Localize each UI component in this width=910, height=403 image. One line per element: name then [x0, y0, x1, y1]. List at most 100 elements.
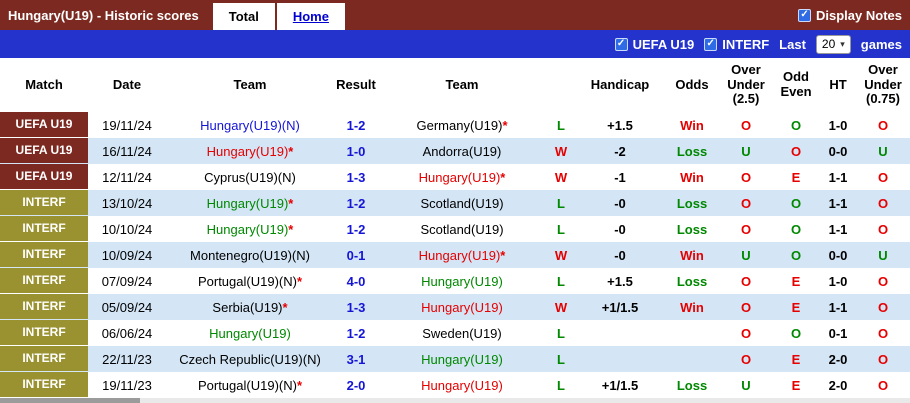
home-team-star: *: [288, 195, 294, 211]
away-team-cell: Hungary(U19)*: [378, 164, 546, 190]
handicap-result: Loss: [676, 195, 708, 211]
league-badge: UEFA U19: [0, 112, 88, 137]
half-time-score: 1-1: [828, 299, 848, 315]
home-team-cell: Hungary(U19)*: [166, 138, 334, 164]
games-count-select[interactable]: 20 ▾: [815, 34, 851, 54]
handicap-value: +1/1.5: [601, 377, 639, 393]
home-team: Portugal(U19)(N): [197, 377, 297, 393]
home-team: Montenegro(U19)(N): [190, 247, 310, 263]
horizontal-scrollbar[interactable]: [0, 398, 910, 403]
away-team-cell: Sweden(U19): [378, 320, 546, 346]
match-date: 06/06/24: [101, 325, 153, 341]
over-under-25: U: [741, 143, 751, 159]
home-team-cell: Hungary(U19): [166, 320, 334, 346]
match-date: 12/11/24: [102, 169, 152, 185]
away-team-cell: Hungary(U19): [378, 294, 546, 320]
col-header-odd-even: Odd Even: [772, 58, 820, 112]
tab-home[interactable]: Home: [276, 3, 345, 30]
over-under-25: O: [740, 221, 752, 237]
handicap-value: +1/1.5: [601, 299, 639, 315]
uefa-u19-checkbox[interactable]: ✓: [614, 37, 628, 51]
over-under-075: U: [878, 247, 888, 263]
tab-home-link[interactable]: Home: [292, 9, 329, 24]
over-under-25: O: [740, 195, 752, 211]
interf-filter[interactable]: ✓ INTERF: [704, 37, 769, 52]
handicap-result: Loss: [676, 273, 708, 289]
result-letter: L: [557, 221, 565, 237]
half-time-score: 1-1: [828, 195, 848, 211]
interf-filter-label: INTERF: [722, 36, 770, 52]
full-time-score: 1-3: [346, 169, 366, 185]
result-letter: W: [554, 143, 568, 159]
half-time-score: 2-0: [828, 351, 848, 367]
tab-total[interactable]: Total: [212, 3, 275, 30]
home-team-cell: Serbia(U19)*: [166, 294, 334, 320]
over-under-25: O: [740, 169, 752, 185]
full-time-score: 1-0: [346, 143, 366, 159]
tab-total-label: Total: [228, 9, 259, 24]
away-team-cell: Scotland(U19): [378, 190, 546, 216]
odd-even: O: [790, 325, 802, 341]
half-time-score: 2-0: [828, 377, 848, 393]
handicap-value: -0: [614, 247, 626, 263]
home-team-star: *: [282, 299, 288, 315]
away-team-cell: Hungary(U19)*: [378, 242, 546, 268]
league-badge-cell: INTERF: [0, 372, 88, 398]
odd-even: O: [790, 221, 802, 237]
league-badge: INTERF: [0, 190, 88, 215]
home-team-star: *: [296, 377, 303, 393]
handicap-value: +1.5: [607, 117, 633, 133]
games-count-value: 20: [821, 37, 836, 51]
match-date: 10/10/24: [101, 221, 153, 237]
league-badge-cell: UEFA U19: [0, 164, 88, 190]
home-team: Czech Republic(U19)(N): [179, 351, 321, 367]
home-team: Cyprus(U19)(N): [204, 169, 296, 185]
match-date: 22/11/23: [102, 351, 152, 367]
league-badge-cell: UEFA U19: [0, 112, 88, 138]
odd-even: E: [791, 273, 801, 289]
interf-checkbox[interactable]: ✓: [704, 37, 718, 51]
uefa-u19-filter[interactable]: ✓ UEFA U19: [614, 37, 694, 52]
check-icon: ✓: [706, 38, 715, 49]
over-under-075: O: [877, 377, 889, 393]
over-under-25: O: [740, 299, 752, 315]
home-team: Portugal(U19)(N): [197, 273, 297, 289]
col-header-odds: Odds: [664, 58, 720, 112]
over-under-075: U: [878, 143, 888, 159]
odd-even: O: [790, 117, 802, 133]
home-team-cell: Hungary(U19)*: [166, 190, 334, 216]
scrollbar-thumb[interactable]: [0, 398, 140, 403]
col-header-result-letter: [546, 58, 576, 112]
display-notes-toggle[interactable]: ✓ Display Notes: [798, 8, 902, 23]
over-under-25: O: [740, 117, 752, 133]
over-under-075: O: [877, 221, 889, 237]
over-under-075: O: [877, 299, 889, 315]
handicap-value: [576, 346, 664, 372]
table-row: UEFA U19 19/11/24 Hungary(U19)(N) 1-2 Ge…: [0, 112, 910, 138]
home-team-cell: Hungary(U19)*: [166, 216, 334, 242]
away-team-star: *: [500, 247, 506, 263]
half-time-score: 1-1: [828, 221, 848, 237]
home-team: Hungary(U19): [206, 143, 289, 159]
display-notes-checkbox[interactable]: ✓: [798, 8, 812, 22]
handicap-result: [664, 320, 720, 346]
full-time-score: 3-1: [346, 351, 366, 367]
away-team: Andorra(U19): [422, 143, 502, 159]
over-under-075: O: [877, 351, 889, 367]
handicap-result: [664, 346, 720, 372]
away-team: Germany(U19): [416, 117, 503, 133]
away-team: Hungary(U19): [418, 169, 501, 185]
odd-even: E: [791, 351, 801, 367]
away-team: Scotland(U19): [420, 221, 504, 237]
table-row: INTERF 06/06/24 Hungary(U19) 1-2 Sweden(…: [0, 320, 910, 346]
table-row: INTERF 19/11/23 Portugal(U19)(N)* 2-0 Hu…: [0, 372, 910, 398]
odd-even: O: [790, 195, 802, 211]
over-under-075: O: [877, 325, 889, 341]
home-team: Hungary(U19): [206, 221, 289, 237]
away-team-star: *: [500, 169, 506, 185]
over-under-075: O: [877, 195, 889, 211]
full-time-score: 2-0: [346, 377, 366, 393]
away-team-cell: Germany(U19)*: [378, 112, 546, 138]
check-icon: ✓: [800, 9, 809, 20]
table-row: INTERF 13/10/24 Hungary(U19)* 1-2 Scotla…: [0, 190, 910, 216]
